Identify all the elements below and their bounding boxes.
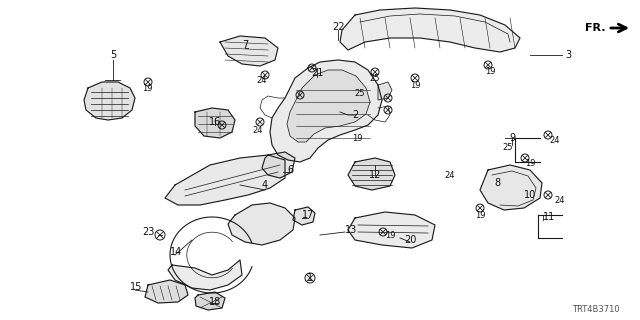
Text: 24: 24 [257,76,268,84]
Text: 24: 24 [445,171,455,180]
Text: 22: 22 [332,22,344,32]
Text: 19: 19 [141,84,152,92]
Text: 14: 14 [170,247,182,257]
Polygon shape [220,36,278,66]
Text: 6: 6 [287,165,293,175]
Text: 15: 15 [130,282,142,292]
Polygon shape [195,108,235,138]
Polygon shape [145,280,188,303]
Text: 11: 11 [543,212,556,222]
Text: 2: 2 [352,110,358,120]
Text: 5: 5 [110,50,116,60]
Text: 25: 25 [355,89,365,98]
Polygon shape [348,212,435,248]
Text: 18: 18 [209,297,221,307]
Text: 7: 7 [242,40,248,50]
Text: 19: 19 [525,158,535,167]
Polygon shape [480,165,542,210]
Polygon shape [293,207,315,225]
Polygon shape [270,60,382,162]
Text: 24: 24 [253,125,263,134]
Text: 19: 19 [352,133,362,142]
Text: 24: 24 [550,135,560,145]
Text: 1: 1 [307,273,313,283]
Text: 19: 19 [385,230,396,239]
Text: 9: 9 [509,133,515,143]
Polygon shape [84,82,135,120]
Polygon shape [348,158,395,190]
Text: 10: 10 [524,190,536,200]
Polygon shape [262,152,295,178]
Text: 19: 19 [484,67,495,76]
Text: 4: 4 [262,180,268,190]
Text: 16: 16 [209,117,221,127]
Text: 20: 20 [404,235,416,245]
Polygon shape [165,155,285,205]
Text: 12: 12 [369,170,381,180]
Text: 25: 25 [370,74,380,83]
Text: 25: 25 [503,142,513,151]
Text: 13: 13 [345,225,357,235]
Polygon shape [287,70,370,142]
Text: FR.: FR. [584,23,605,33]
Polygon shape [340,8,520,52]
Text: 17: 17 [302,210,314,220]
Text: 23: 23 [143,227,155,237]
Text: 19: 19 [475,211,485,220]
Polygon shape [168,260,242,290]
Text: 3: 3 [565,50,571,60]
Text: 24: 24 [555,196,565,204]
Polygon shape [195,292,225,310]
Text: 21: 21 [311,68,323,78]
Polygon shape [228,203,295,245]
Text: 8: 8 [494,178,500,188]
Text: 19: 19 [410,81,420,90]
Polygon shape [378,82,392,100]
Text: TRT4B3710: TRT4B3710 [572,305,620,314]
